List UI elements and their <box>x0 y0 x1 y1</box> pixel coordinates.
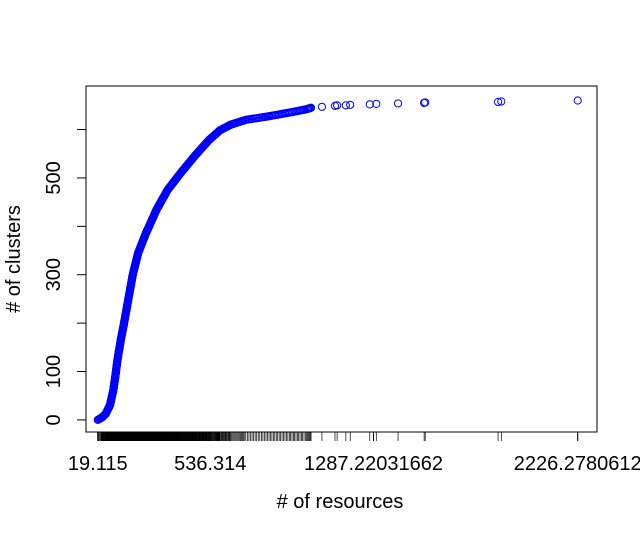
data-point <box>573 96 582 105</box>
data-point <box>421 98 430 107</box>
rug-layer <box>97 432 579 441</box>
data-point <box>372 99 381 109</box>
data-point <box>497 97 506 106</box>
x-tick-label: 19.115 <box>68 453 128 475</box>
plot-frame <box>85 85 598 433</box>
data-point <box>493 97 503 107</box>
y-tick-label: 100 <box>43 355 65 388</box>
data-point <box>341 101 350 110</box>
y-axis-label: # of clusters <box>3 205 25 313</box>
data-point <box>317 102 327 111</box>
data-point <box>365 100 374 109</box>
x-tick-label: 2226.2780612 <box>514 453 640 475</box>
data-point <box>306 103 316 112</box>
data-point <box>333 101 342 110</box>
x-tick-label: 1287.22031662 <box>304 453 443 475</box>
x-tick-label: 536.314 <box>174 453 246 475</box>
y-tick-label: 500 <box>43 161 65 194</box>
y-tick-label: 0 <box>43 414 65 425</box>
y-axis: 0 100 300 500 <box>43 129 86 425</box>
points-layer <box>93 96 582 424</box>
x-axis: 19.115 536.314 1287.22031662 2226.2780612 <box>68 432 640 475</box>
y-tick-label: 300 <box>43 258 65 291</box>
data-point <box>393 99 403 108</box>
x-axis-label: # of resources <box>277 491 404 513</box>
data-point <box>346 100 355 109</box>
